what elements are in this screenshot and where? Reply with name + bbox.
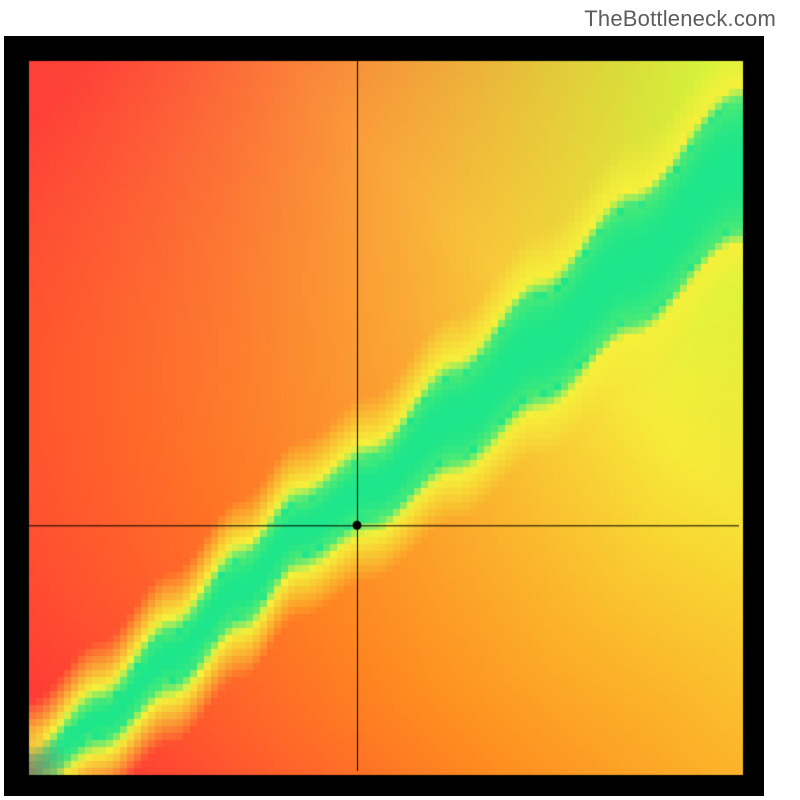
chart-frame	[4, 36, 764, 796]
heatmap-canvas	[4, 36, 764, 796]
watermark-text: TheBottleneck.com	[584, 6, 776, 32]
page-root: TheBottleneck.com	[0, 0, 800, 800]
